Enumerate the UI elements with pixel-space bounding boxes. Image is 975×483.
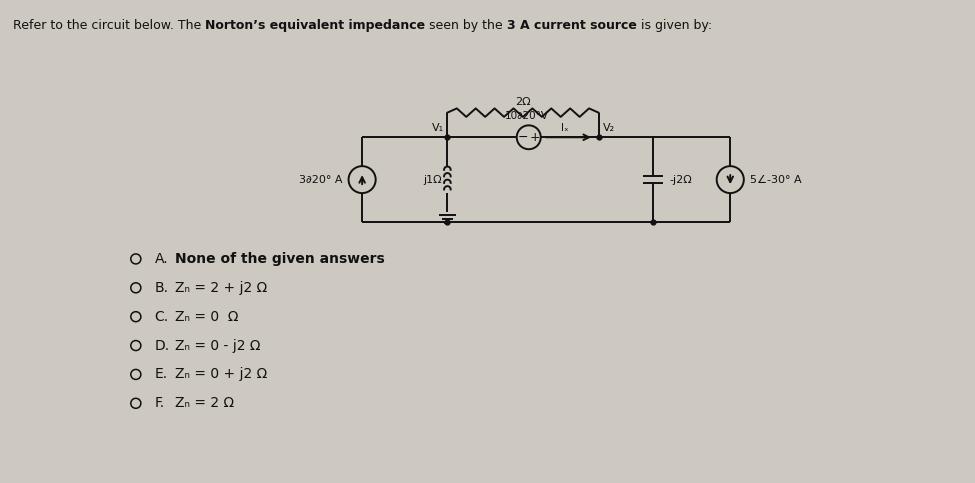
- Text: Zₙ = 2 Ω: Zₙ = 2 Ω: [175, 397, 234, 410]
- Text: V₂: V₂: [604, 123, 615, 133]
- Text: Iₓ: Iₓ: [561, 123, 568, 133]
- Text: Zₙ = 0  Ω: Zₙ = 0 Ω: [175, 310, 238, 324]
- Text: V₁: V₁: [432, 123, 445, 133]
- Text: j1Ω: j1Ω: [423, 175, 442, 185]
- Text: −: −: [518, 131, 528, 144]
- Text: 2Ω: 2Ω: [515, 97, 530, 107]
- Text: D.: D.: [154, 339, 170, 353]
- Text: B.: B.: [154, 281, 169, 295]
- Text: None of the given answers: None of the given answers: [175, 252, 384, 266]
- Text: 5∠-30° A: 5∠-30° A: [750, 175, 801, 185]
- Text: Refer to the circuit below. The: Refer to the circuit below. The: [13, 19, 205, 32]
- Text: Zₙ = 0 + j2 Ω: Zₙ = 0 + j2 Ω: [175, 368, 267, 382]
- Text: Zₙ = 0 - j2 Ω: Zₙ = 0 - j2 Ω: [175, 339, 260, 353]
- Text: E.: E.: [154, 368, 168, 382]
- Text: -j2Ω: -j2Ω: [669, 175, 692, 185]
- Text: C.: C.: [154, 310, 169, 324]
- Text: 3∂20° A: 3∂20° A: [299, 175, 342, 185]
- Text: Zₙ = 2 + j2 Ω: Zₙ = 2 + j2 Ω: [175, 281, 267, 295]
- Text: F.: F.: [154, 397, 165, 410]
- Text: A.: A.: [154, 252, 168, 266]
- Text: 10∂20°V: 10∂20°V: [505, 111, 549, 121]
- Text: seen by the: seen by the: [425, 19, 507, 32]
- Text: 3 A current source: 3 A current source: [507, 19, 637, 32]
- Text: +: +: [529, 131, 540, 144]
- Text: Norton’s equivalent impedance: Norton’s equivalent impedance: [205, 19, 425, 32]
- Text: is given by:: is given by:: [637, 19, 712, 32]
